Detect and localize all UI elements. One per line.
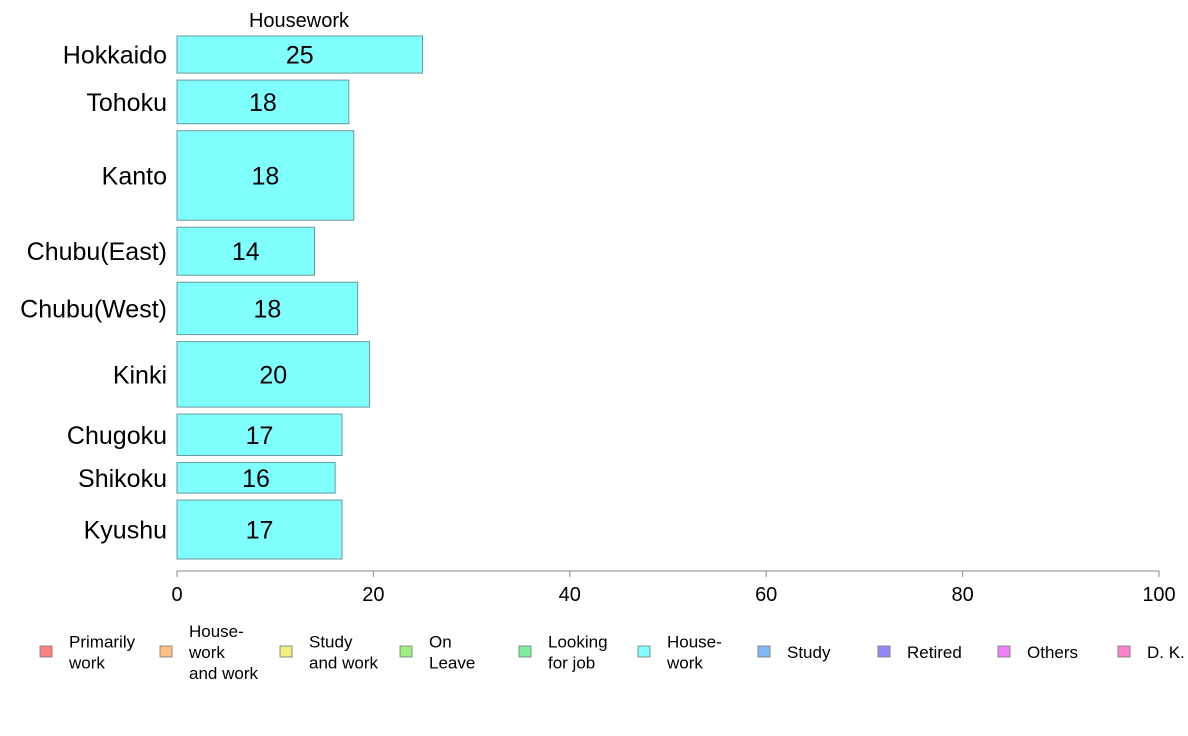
legend-swatch [637, 645, 651, 658]
category-label: Kinki [113, 361, 167, 389]
category-label: Kyushu [84, 517, 167, 545]
bar-kyushu [176, 499, 343, 560]
legend-label: D. K. [1147, 643, 1185, 662]
legend-swatch [997, 645, 1011, 658]
category-label: Chubu(West) [20, 295, 167, 323]
legend-swatch [159, 645, 173, 658]
bar-hokkaido [176, 35, 423, 74]
category-label: Shikoku [78, 465, 167, 493]
legend-swatch [279, 645, 293, 658]
legend-label: Primarily [69, 633, 136, 652]
legend-label: Study [787, 643, 831, 662]
chart-title: Housework [249, 10, 350, 32]
legend-label: Leave [429, 654, 475, 673]
legend-label: On [429, 633, 452, 652]
legend-label: for job [548, 654, 595, 673]
bar-value-label: 18 [253, 295, 281, 323]
legend-swatch [518, 645, 532, 658]
bar-kanto [176, 130, 355, 221]
x-tick-label: 80 [951, 584, 973, 606]
legend-swatch [1117, 645, 1131, 658]
bar-value-label: 25 [286, 42, 314, 70]
bar-value-label: 17 [246, 422, 274, 450]
legend-label: Others [1027, 643, 1078, 662]
bar-chubu-east [176, 226, 315, 276]
legend-swatch [39, 645, 53, 658]
legend-label: and work [309, 654, 378, 673]
legend-label: work [68, 654, 105, 673]
legend-label: House- [667, 633, 722, 652]
legend-label: and work [189, 664, 258, 683]
bar-kinki [176, 341, 370, 408]
bar-tohoku [176, 79, 350, 125]
x-tick-label: 40 [559, 584, 581, 606]
bar-shikoku [176, 462, 336, 494]
legend-label: Looking [548, 633, 608, 652]
bar-value-label: 16 [242, 465, 270, 493]
legend-swatch [757, 645, 771, 658]
x-tick-label: 0 [171, 584, 182, 606]
x-tick-label: 100 [1142, 584, 1175, 606]
legend-label: House- [189, 622, 244, 641]
legend-label: Retired [907, 643, 962, 662]
legend-swatch [399, 645, 413, 658]
bar-value-label: 18 [251, 162, 279, 190]
bar-value-label: 20 [259, 361, 287, 389]
category-label: Hokkaido [63, 42, 167, 70]
category-label: Kanto [102, 162, 167, 190]
category-label: Chugoku [67, 422, 167, 450]
category-label: Tohoku [86, 89, 167, 117]
legend-label: Study [309, 633, 353, 652]
x-tick-label: 60 [755, 584, 777, 606]
legend-label: work [188, 643, 225, 662]
bar-chugoku [176, 413, 343, 457]
bar-value-label: 14 [232, 238, 260, 266]
bar-chubu-west [176, 281, 359, 336]
legend: Primarily work House-work and work Study and … [39, 622, 1185, 683]
bar-value-label: 17 [246, 517, 274, 545]
bar-value-label: 18 [249, 89, 277, 117]
x-tick-label: 20 [362, 584, 384, 606]
bars-group: Hokkaido 25 Tohoku 18 Kanto 18 Chubu(East) 14 Ch… [20, 35, 423, 560]
category-label: Chubu(East) [27, 238, 167, 266]
x-axis: 0 20 40 60 80 100 [171, 570, 1176, 606]
legend-label: work [666, 654, 703, 673]
legend-swatch [877, 645, 891, 658]
